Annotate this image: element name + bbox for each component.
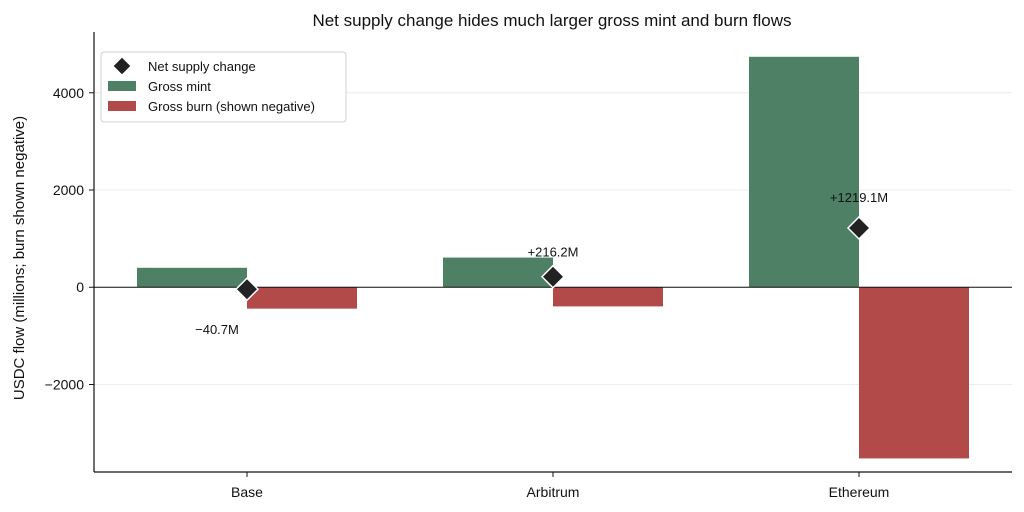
bar-gross-mint	[443, 257, 553, 288]
legend-marker-net	[112, 56, 132, 76]
legend-swatch	[108, 81, 136, 91]
y-tick-label: −2000	[45, 376, 85, 392]
legend-box	[100, 51, 347, 123]
y-tick-label: 4000	[53, 85, 84, 101]
x-tick-label: Arbitrum	[527, 484, 580, 500]
legend-entry-label: Net supply change	[148, 59, 256, 74]
bar-gross-burn	[247, 287, 357, 309]
legend-swatch	[108, 101, 136, 111]
legend-entry-label: Gross burn (shown negative)	[148, 99, 315, 114]
bar-gross-burn	[553, 287, 663, 307]
bar-gross-mint	[137, 267, 247, 288]
x-tick-label: Base	[231, 484, 263, 500]
bar-gross-burn	[859, 287, 969, 459]
net-markers: −40.7M +216.2M +1219.1M	[195, 190, 888, 337]
y-axis-label: USDC flow (millions; burn shown negative…	[11, 116, 28, 400]
net-marker-diamond	[846, 215, 872, 241]
net-marker-diamond	[540, 264, 566, 289]
legend-entry-label: Gross mint	[148, 79, 211, 94]
chart-title: Net supply change hides much larger gros…	[312, 11, 791, 30]
bar-gross-mint	[749, 56, 859, 288]
y-tick-label: 2000	[53, 182, 84, 198]
net-annotation: −40.7M	[195, 322, 239, 337]
bars	[137, 56, 969, 459]
net-annotation: +1219.1M	[830, 190, 888, 205]
net-annotation: +216.2M	[528, 245, 579, 260]
x-tick-label: Ethereum	[829, 484, 890, 500]
legend: Net supply change Gross mint Gross burn (s…	[100, 51, 347, 123]
y-tick-label: 0	[76, 279, 84, 295]
net-marker-diamond	[234, 277, 260, 302]
